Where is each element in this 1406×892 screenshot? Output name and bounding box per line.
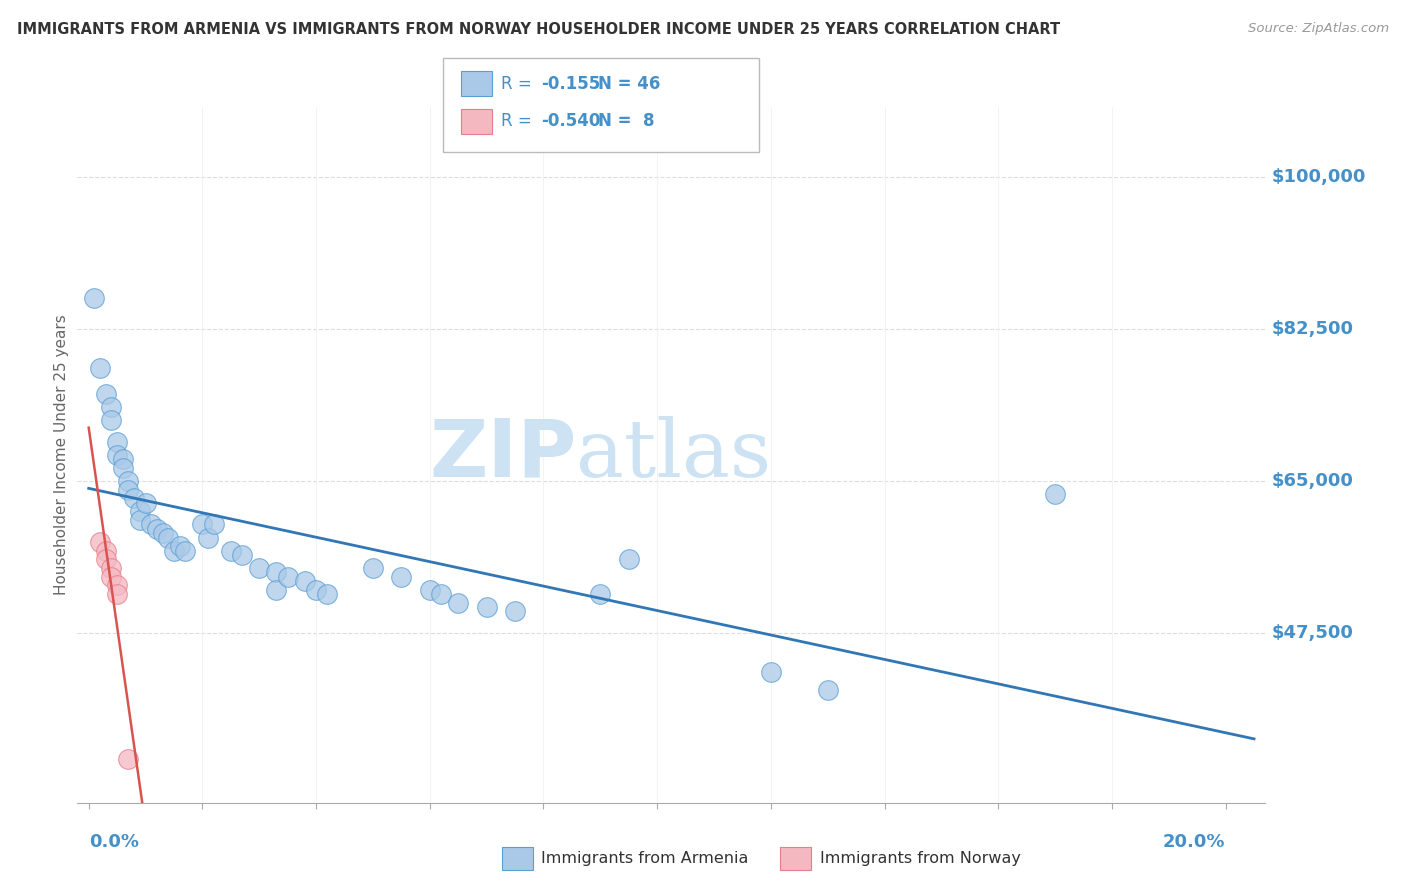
Point (617, 552, 640, 566)
Point (247, 561, 270, 575)
Point (94, 387, 117, 401)
Point (316, 587, 339, 601)
Point (128, 513, 150, 527)
Point (589, 587, 612, 601)
Text: N =  8: N = 8 (598, 112, 654, 130)
Point (105, 434, 128, 449)
Text: 20.0%: 20.0% (1163, 833, 1226, 851)
Point (419, 582, 441, 597)
Point (89, 535, 111, 549)
Point (152, 526, 174, 541)
Point (100, 570, 122, 584)
Point (117, 483, 139, 497)
Text: R =: R = (501, 112, 537, 130)
Point (105, 587, 128, 601)
Text: -0.540: -0.540 (541, 112, 600, 130)
Point (100, 413, 122, 427)
Point (1043, 487, 1066, 501)
Point (266, 566, 288, 580)
Text: R =: R = (501, 75, 537, 93)
Text: N = 46: N = 46 (598, 75, 659, 93)
Point (111, 461, 134, 475)
Point (294, 574, 316, 588)
Point (191, 517, 214, 532)
Point (447, 596, 470, 610)
Text: Immigrants from Armenia: Immigrants from Armenia (541, 851, 748, 865)
Point (817, 682, 839, 697)
Point (305, 582, 328, 597)
Point (146, 522, 169, 536)
Point (105, 448, 128, 462)
Point (157, 531, 180, 545)
Point (169, 539, 191, 553)
Point (202, 517, 225, 532)
Text: -0.155: -0.155 (541, 75, 600, 93)
Point (231, 548, 253, 562)
Point (174, 543, 197, 558)
Point (163, 543, 186, 558)
Point (94, 552, 117, 566)
Point (94, 543, 117, 558)
Point (100, 561, 122, 575)
Point (100, 400, 122, 414)
Point (141, 517, 163, 532)
Point (117, 752, 139, 766)
Text: IMMIGRANTS FROM ARMENIA VS IMMIGRANTS FROM NORWAY HOUSEHOLDER INCOME UNDER 25 YE: IMMIGRANTS FROM ARMENIA VS IMMIGRANTS FR… (17, 22, 1060, 37)
Point (197, 531, 219, 545)
Text: 0.0%: 0.0% (89, 833, 139, 851)
Point (122, 491, 145, 506)
Point (89, 361, 111, 376)
Point (135, 496, 157, 510)
Point (219, 543, 242, 558)
Text: Immigrants from Norway: Immigrants from Norway (820, 851, 1021, 865)
Point (430, 587, 453, 601)
Point (277, 570, 299, 584)
Point (266, 582, 288, 597)
Text: $65,000: $65,000 (1271, 472, 1353, 490)
Text: $47,500: $47,500 (1271, 624, 1353, 642)
Point (361, 561, 384, 575)
Point (475, 600, 498, 615)
Point (759, 665, 782, 680)
Point (389, 570, 412, 584)
Point (105, 578, 128, 592)
Point (117, 474, 139, 488)
Text: $100,000: $100,000 (1271, 168, 1365, 186)
Text: atlas: atlas (576, 416, 772, 494)
Text: $82,500: $82,500 (1271, 320, 1354, 338)
Point (83, 291, 105, 305)
Y-axis label: Householder Income Under 25 years: Householder Income Under 25 years (53, 315, 69, 595)
Text: Source: ZipAtlas.com: Source: ZipAtlas.com (1249, 22, 1389, 36)
Point (111, 452, 134, 467)
Text: ZIP: ZIP (429, 416, 576, 494)
Point (128, 504, 150, 518)
Point (503, 605, 526, 619)
